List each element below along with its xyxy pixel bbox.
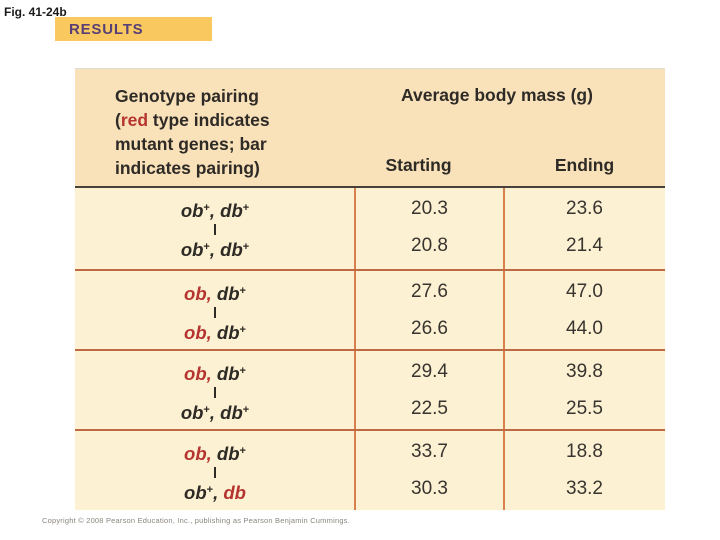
wildtype-gene: db+: [216, 283, 246, 304]
starting-mass-top: 29.4: [411, 361, 448, 382]
ending-mass-top: 23.6: [566, 198, 603, 219]
ending-mass-top: 18.8: [566, 441, 603, 462]
ending-column-header: Ending: [554, 155, 615, 175]
starting-mass-top: 33.7: [411, 441, 448, 462]
starting-mass-bottom: 30.3: [411, 478, 448, 499]
genotype-pair-row: ob+, db+ ob+, db+ 20.3 20.8 23.6 21.4: [75, 188, 665, 269]
wildtype-gene: db+: [216, 322, 246, 343]
header-line2-rest: type indicates: [148, 110, 270, 130]
header-paren: (: [115, 110, 121, 130]
genotype-header-line3: mutant genes; bar: [115, 134, 267, 154]
ending-mass-top: 47.0: [566, 281, 603, 302]
table-header: Genotype pairing (red type indicates mut…: [75, 69, 665, 188]
average-body-mass-header: Average body mass (g): [401, 85, 593, 105]
wildtype-gene: ob+,: [184, 482, 224, 503]
genotype-top: ob, db+: [184, 440, 246, 465]
results-table: Genotype pairing (red type indicates mut…: [75, 68, 665, 511]
wildtype-gene: ob+,: [180, 402, 221, 423]
genotype-header-line1: Genotype pairing: [115, 86, 259, 106]
ending-mass-cell: 23.6 21.4: [504, 188, 665, 269]
starting-mass-cell: 20.3 20.8: [355, 188, 504, 269]
genotype-cell: ob, db+ ob, db+: [75, 271, 355, 349]
ending-mass-cell: 39.8 25.5: [504, 351, 665, 429]
pairing-bar: [214, 387, 216, 398]
starting-mass-bottom: 26.6: [411, 318, 448, 339]
starting-mass-top: 27.6: [411, 281, 448, 302]
ending-mass-bottom: 21.4: [566, 235, 603, 256]
genotype-bottom: ob+, db+: [181, 399, 249, 424]
mutant-gene: db: [223, 482, 246, 503]
mutant-gene: ob,: [184, 283, 217, 304]
genotype-cell: ob, db+ ob+, db+: [75, 351, 355, 429]
genotype-top: ob, db+: [184, 280, 246, 305]
genotype-pair-row: ob, db+ ob+, db 33.7 30.3 18.8 33.2: [75, 429, 665, 511]
results-banner: RESULTS: [55, 17, 212, 41]
genotype-bottom: ob+, db+: [181, 236, 249, 261]
genotype-bottom: ob, db+: [184, 319, 246, 344]
mutant-gene: ob,: [184, 363, 217, 384]
wildtype-gene: db+: [220, 239, 250, 260]
starting-mass-cell: 27.6 26.6: [355, 271, 504, 349]
starting-mass-top: 20.3: [411, 198, 448, 219]
wildtype-gene: ob+,: [180, 200, 221, 221]
mass-column-header: Average body mass (g) Starting Ending: [355, 69, 665, 186]
figure-label: Fig. 41-24b: [4, 5, 67, 19]
genotype-pair-row: ob, db+ ob+, db+ 29.4 22.5 39.8 25.5: [75, 349, 665, 429]
wildtype-gene: db+: [216, 443, 246, 464]
mass-subheaders: Starting Ending: [355, 155, 665, 176]
copyright-notice: Copyright © 2008 Pearson Education, Inc.…: [42, 516, 350, 525]
genotype-header-line2: (red type indicates: [115, 108, 355, 132]
genotype-pair-row: ob, db+ ob, db+ 27.6 26.6 47.0 44.0: [75, 269, 665, 349]
ending-mass-bottom: 33.2: [566, 478, 603, 499]
pairing-bar: [214, 307, 216, 318]
ending-mass-top: 39.8: [566, 361, 603, 382]
ending-mass-bottom: 44.0: [566, 318, 603, 339]
mutant-gene: ob,: [184, 322, 217, 343]
genotype-header-line4: indicates pairing): [115, 158, 260, 178]
results-banner-label: RESULTS: [69, 20, 144, 38]
starting-column-header: Starting: [385, 155, 452, 175]
genotype-column-header: Genotype pairing (red type indicates mut…: [75, 69, 355, 186]
genotype-bottom: ob+, db: [184, 479, 246, 504]
starting-mass-cell: 33.7 30.3: [355, 431, 504, 511]
genotype-top: ob, db+: [184, 360, 246, 385]
starting-mass-bottom: 22.5: [411, 398, 448, 419]
ending-mass-cell: 18.8 33.2: [504, 431, 665, 511]
starting-mass-bottom: 20.8: [411, 235, 448, 256]
pairing-bar: [214, 224, 216, 235]
red-type-word: red: [120, 110, 149, 130]
pairing-bar: [214, 467, 216, 478]
table-body: ob+, db+ ob+, db+ 20.3 20.8 23.6 21.4 ob, db+ o…: [75, 188, 665, 510]
ending-mass-bottom: 25.5: [566, 398, 603, 419]
genotype-cell: ob, db+ ob+, db: [75, 431, 355, 511]
wildtype-gene: db+: [216, 363, 246, 384]
mutant-gene: ob,: [184, 443, 217, 464]
wildtype-gene: ob+,: [180, 239, 221, 260]
genotype-cell: ob+, db+ ob+, db+: [75, 188, 355, 269]
ending-mass-cell: 47.0 44.0: [504, 271, 665, 349]
wildtype-gene: db+: [220, 200, 250, 221]
starting-mass-cell: 29.4 22.5: [355, 351, 504, 429]
wildtype-gene: db+: [220, 402, 250, 423]
genotype-top: ob+, db+: [181, 197, 249, 222]
